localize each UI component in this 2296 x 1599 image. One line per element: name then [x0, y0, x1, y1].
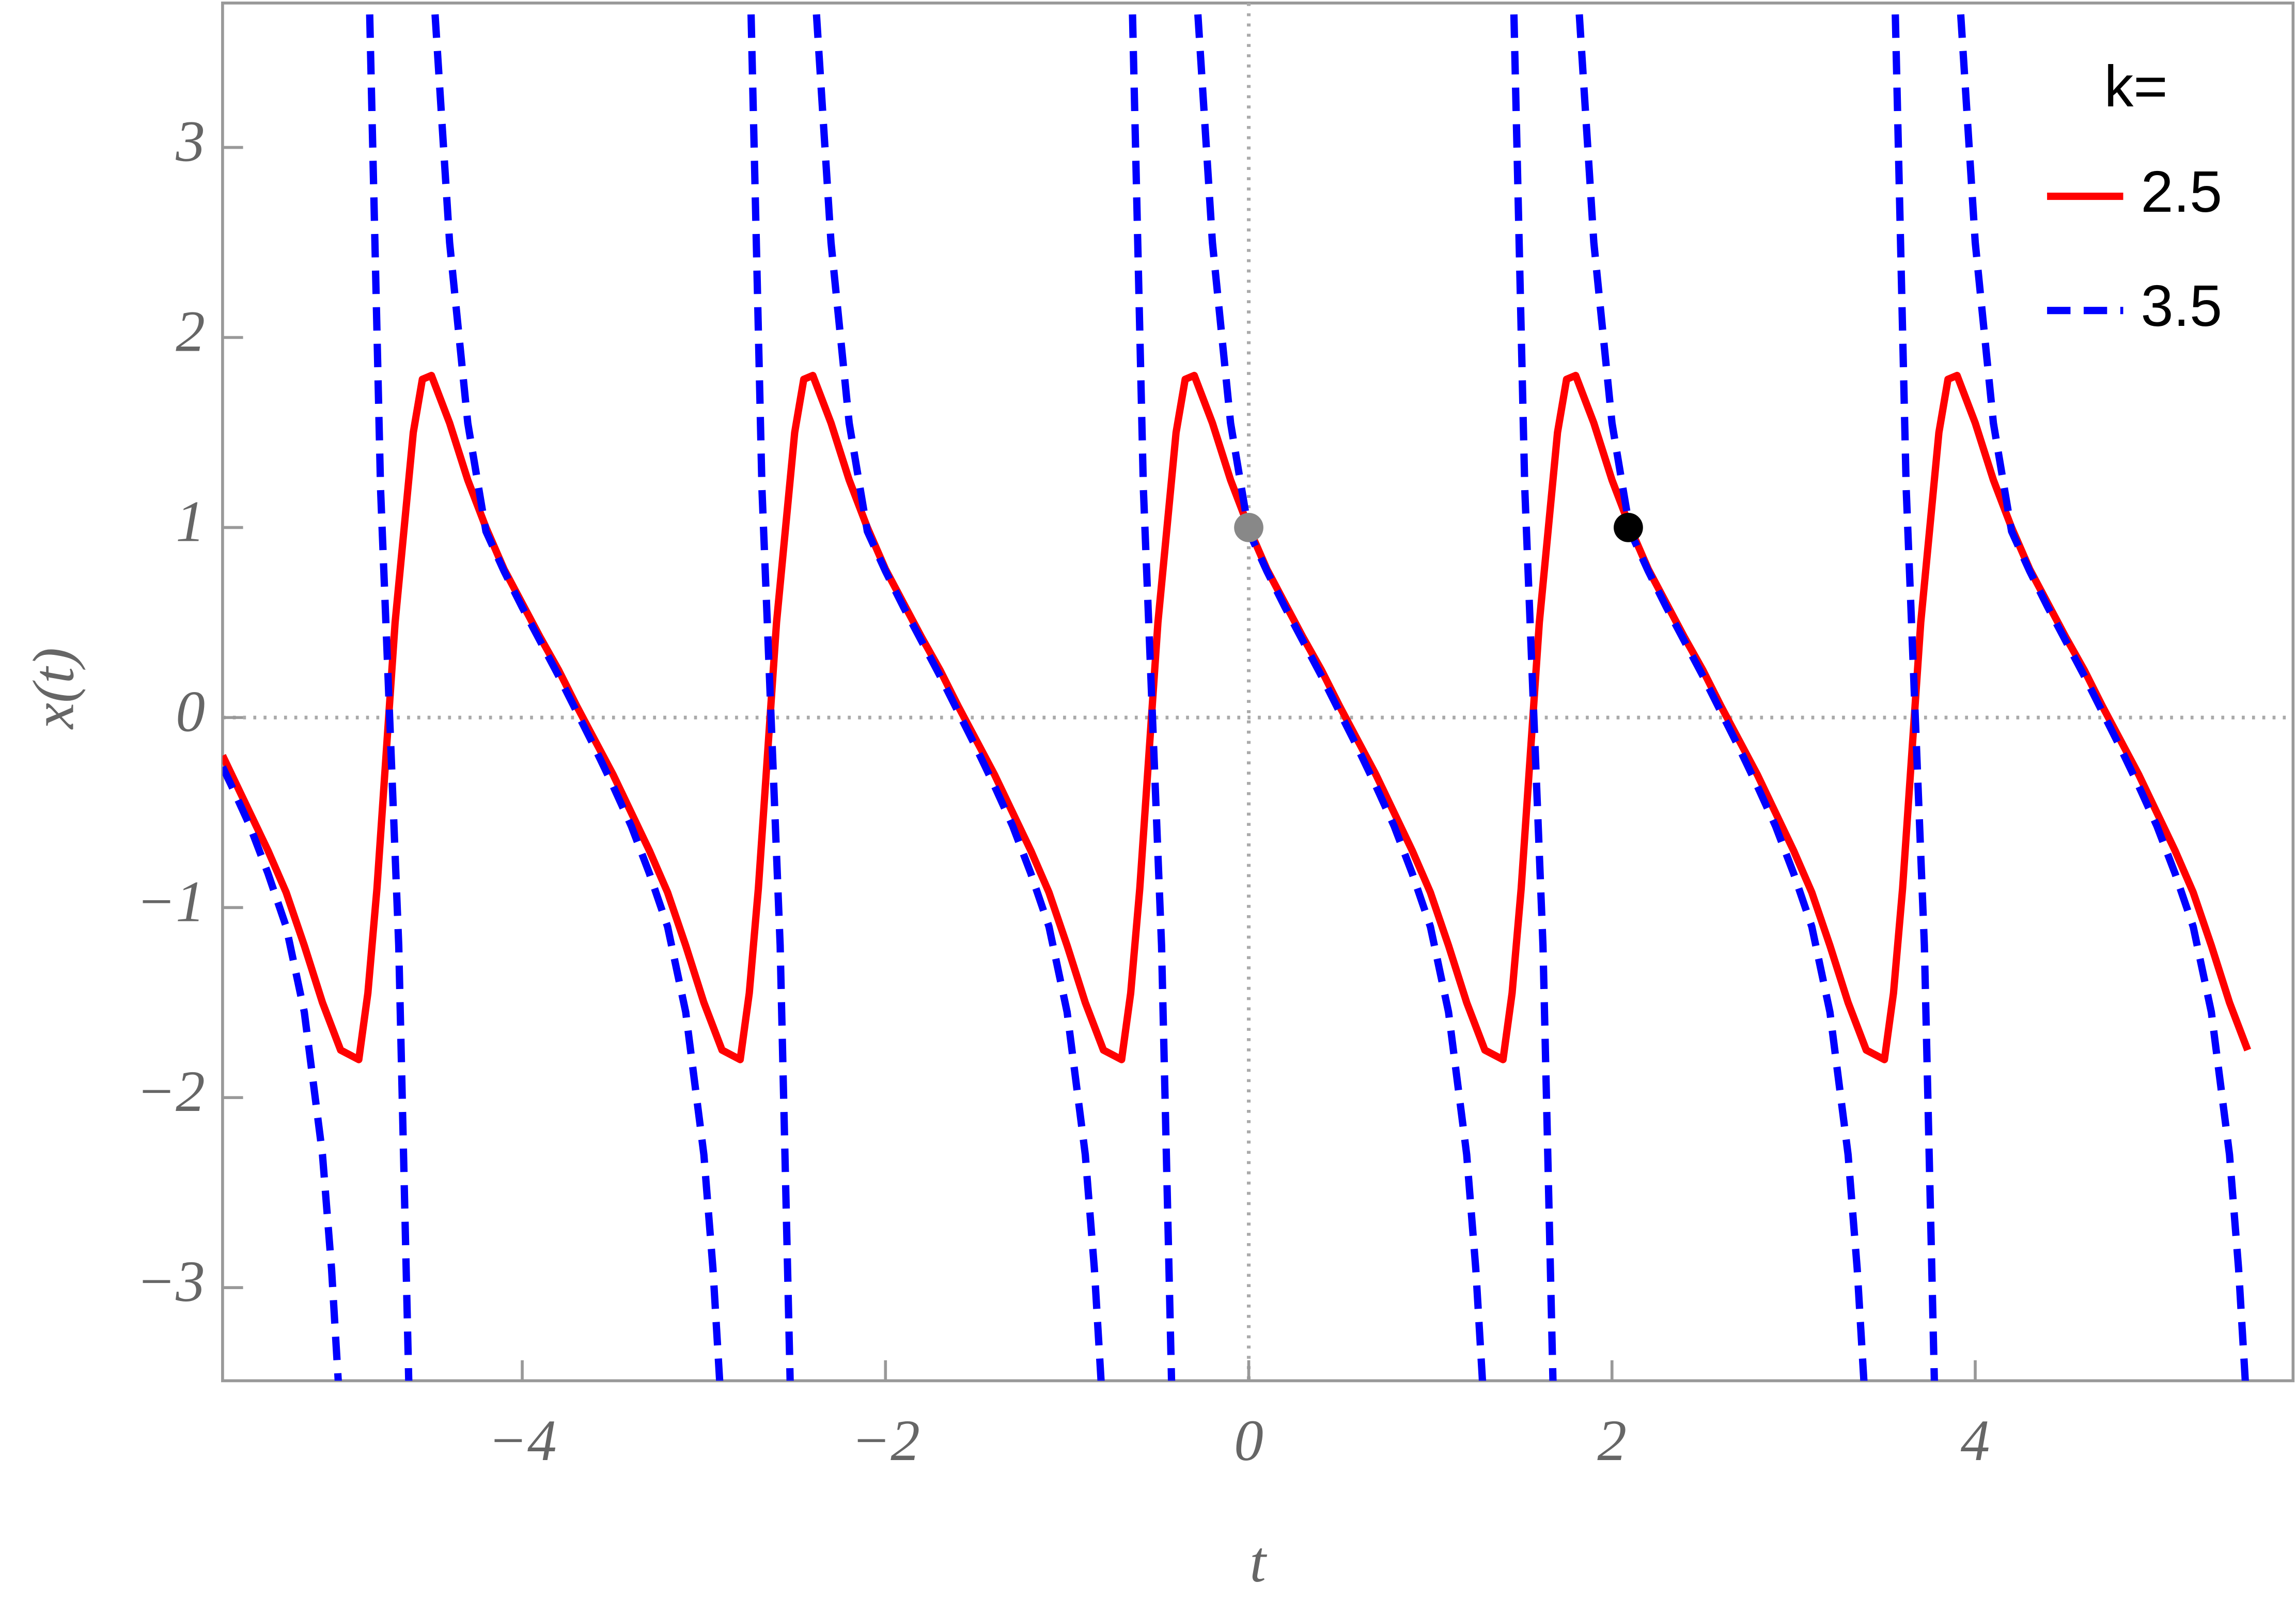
series-line [222, 14, 2249, 1381]
y-tick-label: 2 [176, 299, 205, 364]
point [1614, 513, 1643, 542]
y-tick-label: −1 [136, 869, 205, 934]
x-tick-label: −4 [488, 1408, 556, 1473]
y-tick-label: −3 [136, 1249, 205, 1314]
x-tick-label: −2 [851, 1408, 920, 1473]
x-axis-label: t [1249, 1529, 1267, 1594]
legend-label: 2.5 [2141, 159, 2223, 225]
series-line [222, 371, 2252, 1063]
x-tick-label: 2 [1597, 1408, 1627, 1473]
legend-title: k= [2104, 54, 2168, 119]
point [1234, 513, 1263, 542]
y-tick-label: 0 [176, 679, 205, 744]
x-tick-label: 4 [1961, 1408, 1990, 1473]
legend-label: 3.5 [2141, 273, 2223, 339]
plot-frame [221, 2, 2295, 1383]
y-tick-label: −2 [136, 1059, 205, 1124]
y-tick-label: 1 [176, 489, 205, 554]
y-tick-label: 3 [175, 109, 205, 174]
y-axis-label: x(t) [21, 648, 86, 730]
x-tick-label: 0 [1234, 1408, 1263, 1473]
